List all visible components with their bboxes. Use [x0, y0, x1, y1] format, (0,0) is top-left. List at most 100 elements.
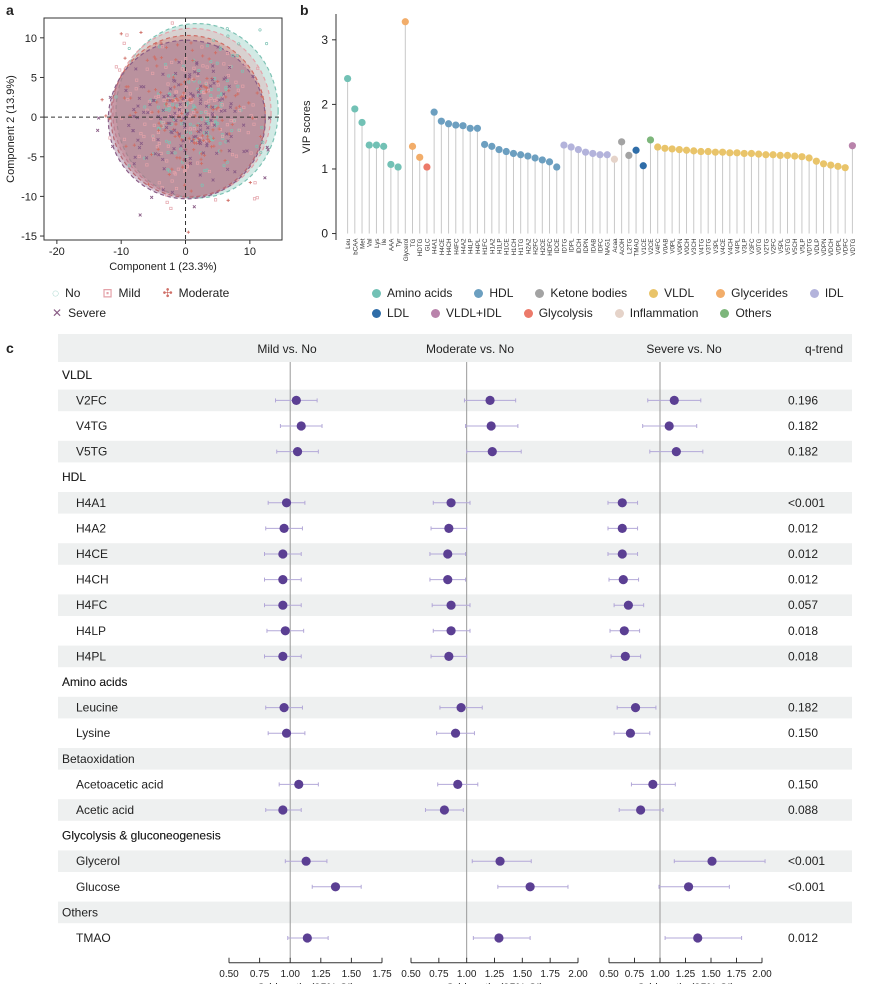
scatter-point	[157, 141, 161, 146]
scatter-point	[182, 183, 187, 187]
x-axis-label: Odds ratio (95% CI)	[257, 982, 354, 984]
scatter-point	[192, 66, 196, 70]
lollipop-point-v0tg	[755, 150, 763, 158]
q-trend-value: 0.012	[788, 573, 818, 587]
category-label: VDFC	[843, 238, 850, 255]
odds-ratio-point	[279, 523, 289, 533]
scatter-point	[168, 92, 172, 96]
category-label: HDTG	[417, 238, 424, 256]
odds-ratio-point	[446, 498, 456, 508]
legend-label: VLDL	[664, 286, 695, 300]
y-tick-label: 1	[321, 162, 328, 176]
y-tick-label: 3	[321, 33, 328, 47]
category-label: IDFC	[598, 238, 605, 253]
odds-ratio-point	[292, 447, 303, 457]
legend-item: Amino acids	[372, 286, 452, 300]
scatter-point	[119, 32, 123, 36]
scatter-point	[233, 118, 237, 123]
scatter-point	[172, 171, 176, 175]
scatter-point	[211, 108, 215, 112]
lollipop-point-met	[358, 118, 366, 127]
scatter-point	[198, 94, 202, 98]
category-label: V4PL	[735, 238, 742, 254]
scatter-point	[132, 107, 136, 112]
scatter-point	[151, 98, 155, 103]
scatter-point	[168, 87, 173, 91]
scatter-point	[104, 114, 108, 118]
odds-ratio-point	[278, 549, 288, 559]
scatter-point	[209, 94, 213, 98]
category-label: H1FC	[482, 238, 489, 255]
legend-label: VLDL+IDL	[446, 306, 502, 320]
scatter-point	[225, 27, 229, 31]
scatter-point	[165, 159, 169, 163]
odds-ratio-point	[487, 447, 497, 457]
scatter-point	[227, 149, 232, 153]
scatter-point	[198, 123, 203, 128]
scatter-point	[137, 96, 142, 101]
scatter-point	[200, 117, 204, 121]
scatter-point	[261, 140, 265, 144]
odds-ratio-point	[446, 600, 456, 610]
scatter-point	[227, 89, 231, 93]
scatter-point	[204, 131, 209, 135]
x-tick-label: 1.25	[676, 969, 696, 980]
scatter-point	[209, 87, 213, 91]
scatter-point	[200, 45, 204, 49]
odds-ratio-point	[617, 549, 627, 559]
category-label: VDPL	[835, 238, 842, 255]
legend-dot	[372, 288, 381, 298]
scatter-point	[252, 122, 256, 126]
row-label: Glycerol	[76, 854, 120, 868]
column-header: q-trend	[805, 342, 843, 356]
lollipop-point-v3tg	[704, 147, 712, 156]
scatter-point	[218, 108, 222, 112]
scatter-point	[226, 74, 230, 78]
scatter-point	[196, 137, 200, 141]
scatter-point	[124, 85, 128, 89]
scatter-point	[156, 105, 160, 109]
category-label: V3LP	[742, 239, 749, 254]
scatter-point	[190, 139, 194, 143]
scatter-point	[174, 118, 178, 123]
lollipop-point-v5pl	[776, 151, 784, 160]
lollipop-point-idpl	[567, 143, 575, 151]
scatter-point	[170, 190, 175, 195]
scatter-point	[212, 81, 216, 85]
q-trend-value: 0.182	[788, 445, 818, 459]
scatter-point	[137, 154, 141, 158]
lollipop-point-h1lp	[495, 146, 503, 154]
category-label: H2CE	[540, 239, 547, 256]
scatter-point	[167, 172, 171, 177]
scatter-point	[236, 88, 240, 92]
scatter-point	[193, 107, 197, 111]
scatter-point	[203, 140, 207, 144]
scatter-point	[172, 128, 177, 132]
panel-a-letter: a	[6, 2, 14, 18]
scatter-point	[218, 141, 222, 146]
scatter-point	[205, 85, 209, 90]
scatter-point	[251, 74, 255, 79]
scatter-point	[190, 93, 195, 97]
lollipop-point-hdtg	[416, 153, 424, 161]
scatter-point	[170, 151, 174, 155]
scatter-point	[218, 47, 222, 51]
scatter-point	[234, 80, 238, 84]
scatter-point	[226, 34, 230, 38]
lollipop-point-h4a2	[459, 122, 467, 130]
scatter-point	[157, 121, 161, 125]
odds-ratio-point	[443, 575, 453, 585]
scatter-point	[235, 54, 239, 58]
q-trend-value: 0.088	[788, 803, 818, 817]
scatter-point	[214, 151, 219, 156]
lollipop-point-ile	[380, 142, 388, 150]
lollipop-point-v0pl	[668, 145, 676, 153]
legend-label: Glycolysis	[538, 306, 593, 320]
lollipop-point-idtg	[560, 141, 568, 149]
scatter-point	[142, 85, 146, 89]
scatter-point	[214, 104, 218, 108]
odds-ratio-point	[302, 933, 312, 943]
metabolite-class-legend: Amino acids HDL Ketone bodies VLDL Glyceride…	[372, 286, 862, 320]
scatter-point	[167, 121, 172, 126]
legend-label: Mild	[118, 286, 141, 300]
